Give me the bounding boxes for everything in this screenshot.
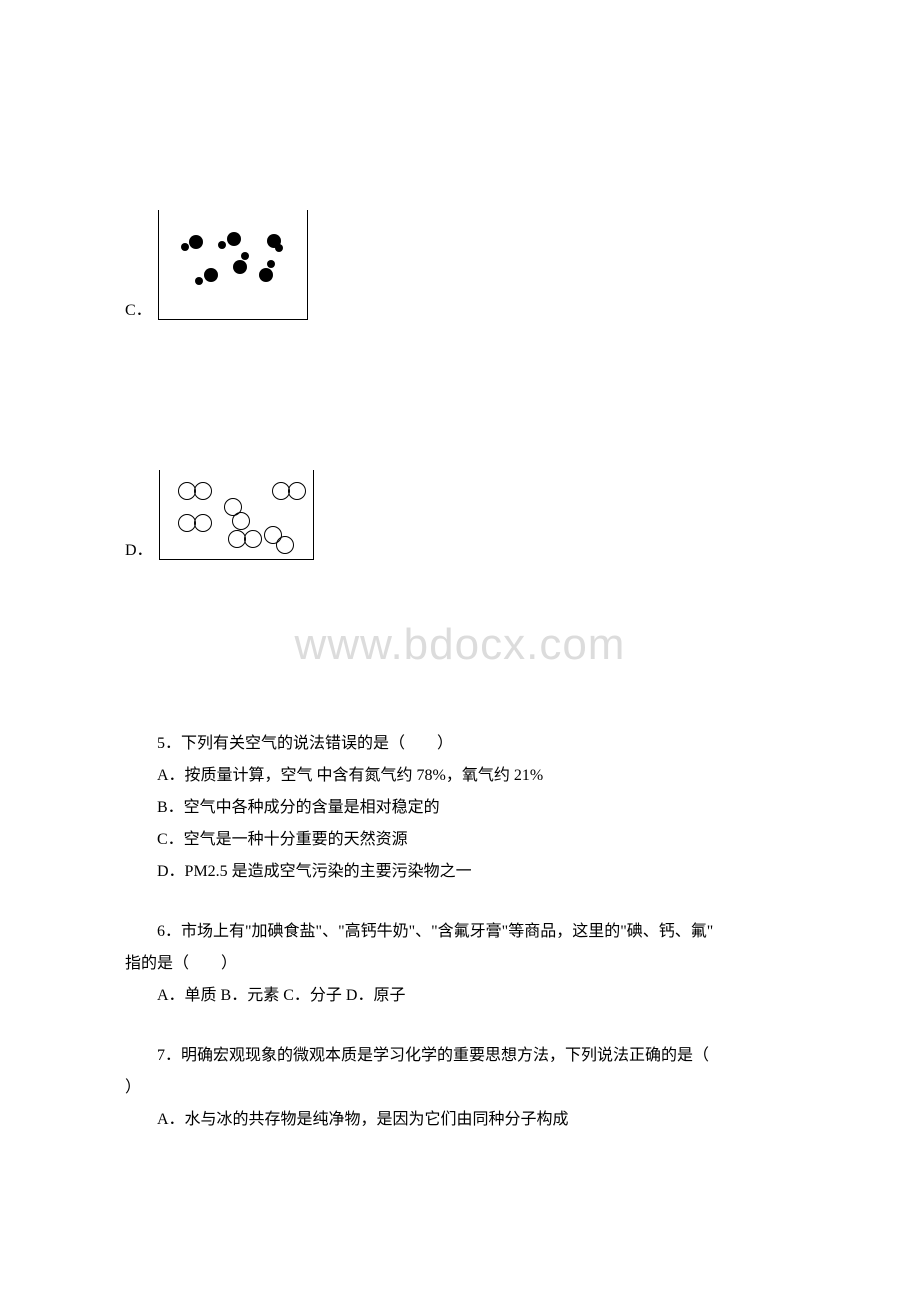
option-d-diagram <box>159 470 314 560</box>
q7-stem-line1: 7．明确宏观现象的微观本质是学习化学的重要思想方法，下列说法正确的是（ <box>125 1040 795 1072</box>
option-c-diagram <box>158 210 308 320</box>
q5-stem: 5．下列有关空气的说法错误的是（ ） <box>125 728 795 760</box>
option-d-label: D． <box>125 536 153 560</box>
q5-option-a: A．按质量计算，空气 中含有氮气约 78%，氧气约 21% <box>125 760 795 792</box>
molecule-dot-icon <box>259 268 273 282</box>
molecule-dot-icon <box>241 252 249 260</box>
molecule-dot-icon <box>275 244 283 252</box>
molecule-dot-icon <box>267 260 275 268</box>
molecule-dot-icon <box>195 277 203 285</box>
molecule-dot-icon <box>204 268 218 282</box>
molecule-circle-icon <box>272 482 290 500</box>
q6-block: 6．市场上有"加碘食盐"、"高钙牛奶"、"含氟牙膏"等商品，这里的"碘、钙、氟"… <box>125 916 795 980</box>
q6-stem-line2: 指的是（ ） <box>125 948 795 980</box>
q6-stem-line1: 6．市场上有"加碘食盐"、"高钙牛奶"、"含氟牙膏"等商品，这里的"碘、钙、氟" <box>125 916 795 948</box>
q5-option-b: B．空气中各种成分的含量是相对稳定的 <box>125 792 795 824</box>
molecule-dot-icon <box>189 235 203 249</box>
molecule-circle-icon <box>232 512 250 530</box>
molecule-circle-icon <box>288 482 306 500</box>
molecule-dot-icon <box>181 243 189 251</box>
molecule-circle-icon <box>194 514 212 532</box>
spacer <box>125 580 795 700</box>
molecule-circle-icon <box>276 536 294 554</box>
spacer <box>125 80 795 210</box>
option-c-label: C． <box>125 296 152 320</box>
molecule-dot-icon <box>218 241 226 249</box>
document-content: C． D． 5．下列有关空气的说法错误的是（ ） A．按质量计算，空气 中含有氮… <box>125 80 795 1136</box>
molecule-circle-icon <box>244 530 262 548</box>
q5-option-d: D．PM2.5 是造成空气污染的主要污染物之一 <box>125 856 795 888</box>
option-c-row: C． <box>125 210 795 320</box>
q7-option-a: A．水与冰的共存物是纯净物，是因为它们由同种分子构成 <box>125 1104 795 1136</box>
q5-option-c: C．空气是一种十分重要的天然资源 <box>125 824 795 856</box>
q6-options: A．单质 B．元素 C．分子 D．原子 <box>125 980 795 1012</box>
molecule-circle-icon <box>178 514 196 532</box>
molecule-circle-icon <box>194 482 212 500</box>
molecule-circle-icon <box>178 482 196 500</box>
option-d-row: D． <box>125 470 795 560</box>
q7-stem-line2: ） <box>125 1072 795 1104</box>
q7-block: 7．明确宏观现象的微观本质是学习化学的重要思想方法，下列说法正确的是（ ） <box>125 1040 795 1104</box>
spacer <box>125 340 795 470</box>
molecule-circle-icon <box>228 530 246 548</box>
molecule-dot-icon <box>233 260 247 274</box>
molecule-dot-icon <box>227 232 241 246</box>
